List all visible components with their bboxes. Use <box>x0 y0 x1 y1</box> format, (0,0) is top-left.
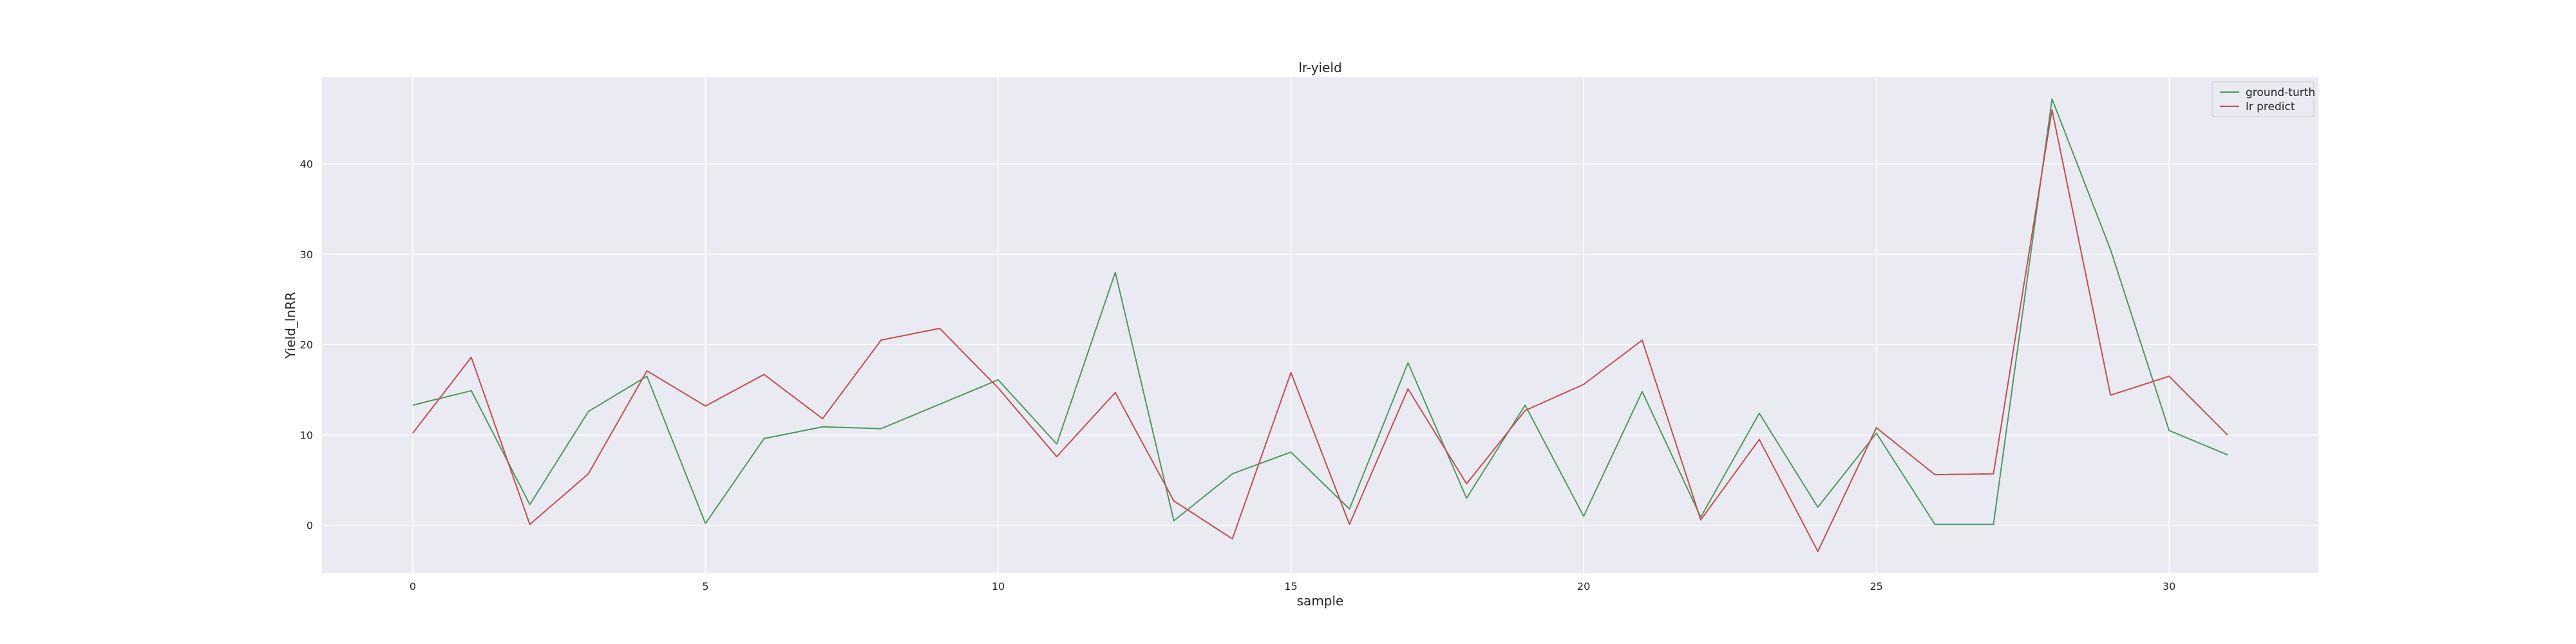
plot-area <box>322 77 2318 573</box>
legend-box <box>2211 81 2315 117</box>
x-tick-label-5: 5 <box>702 580 708 592</box>
x-tick-label-20: 20 <box>1577 580 1590 592</box>
y-tick-label-30: 30 <box>300 249 313 261</box>
chart-title: lr-yield <box>1298 60 1341 75</box>
x-tick-label-25: 25 <box>1870 580 1882 592</box>
y-tick-label-40: 40 <box>300 158 313 171</box>
series-line-lr-predict <box>412 109 2228 553</box>
legend-label-lr-predict: lr predict <box>2246 100 2295 113</box>
legend-label-ground-turth: ground-turth <box>2246 86 2315 99</box>
x-axis-label: sample <box>1297 593 1344 609</box>
x-tick-label-0: 0 <box>410 580 416 592</box>
y-tick-label-10: 10 <box>300 429 313 441</box>
y-tick-label-20: 20 <box>300 339 313 351</box>
gridlines <box>322 77 2318 573</box>
x-tick-label-30: 30 <box>2163 580 2175 592</box>
x-tick-label-10: 10 <box>992 580 1005 592</box>
x-tick-label-15: 15 <box>1284 580 1297 592</box>
legend: ground-turth lr predict <box>2211 81 2315 117</box>
series-line-ground-turth <box>412 98 2228 526</box>
y-axis-label: Yield_lnRR <box>283 292 298 359</box>
tick-labels: 0 5 10 15 20 25 30 0 10 20 30 40 <box>300 158 2176 592</box>
y-tick-label-0: 0 <box>307 520 313 532</box>
series-layer <box>412 98 2228 553</box>
